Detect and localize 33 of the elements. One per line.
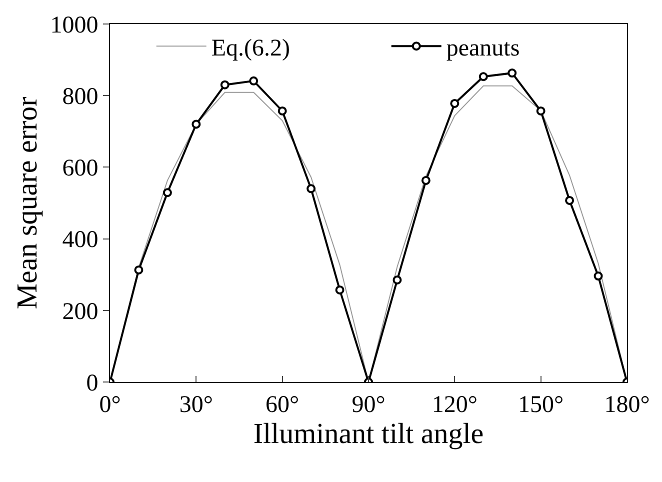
y-tick-label: 800 bbox=[62, 84, 98, 110]
point bbox=[565, 196, 574, 205]
legend-label: peanuts bbox=[446, 35, 520, 62]
y-tick-label: 1000 bbox=[50, 12, 98, 38]
point bbox=[335, 285, 344, 294]
point bbox=[192, 120, 201, 129]
point bbox=[536, 106, 546, 116]
y-tick-label: 400 bbox=[62, 227, 98, 254]
point bbox=[134, 265, 144, 274]
y-tick-label: 600 bbox=[62, 156, 98, 182]
point bbox=[450, 98, 460, 108]
y-tick-label: 0 bbox=[86, 370, 98, 396]
point bbox=[421, 176, 430, 185]
point bbox=[508, 68, 517, 78]
point bbox=[162, 188, 172, 198]
point bbox=[278, 106, 287, 116]
y-axis-title: Mean square error bbox=[12, 96, 44, 310]
point bbox=[249, 76, 258, 86]
x-tick-label: 60° bbox=[266, 392, 300, 418]
x-tick-label: 180° bbox=[604, 392, 650, 418]
x-tick-label: 150° bbox=[518, 392, 564, 418]
point bbox=[392, 275, 402, 284]
x-tick-label: 120° bbox=[432, 392, 478, 418]
point bbox=[594, 272, 603, 281]
legend-label: Eq.(6.2) bbox=[211, 35, 290, 62]
y-tick-label: 200 bbox=[62, 298, 98, 325]
x-tick-label: 30° bbox=[179, 392, 213, 418]
point bbox=[220, 80, 230, 90]
point bbox=[306, 184, 316, 194]
x-axis-title: Illuminant tilt angle bbox=[253, 418, 484, 450]
x-tick-label: 0° bbox=[99, 392, 121, 418]
x-tick-label: 90° bbox=[352, 392, 386, 418]
point bbox=[478, 72, 488, 82]
